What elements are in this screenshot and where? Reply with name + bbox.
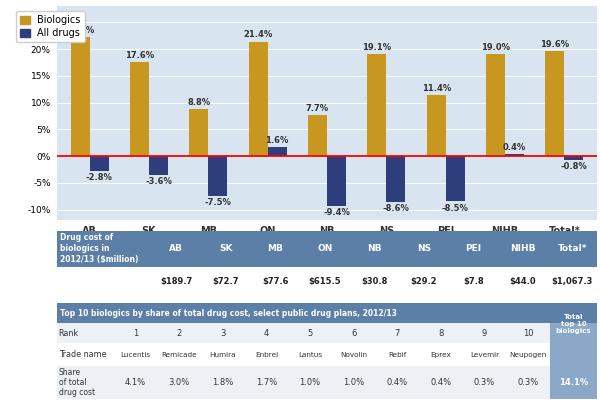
Text: Lantus: Lantus [298, 352, 322, 357]
Text: 8.8%: 8.8% [187, 98, 211, 107]
Text: 22.2%: 22.2% [65, 26, 95, 35]
Text: MB: MB [268, 244, 283, 253]
Bar [57, 230, 597, 266]
Text: 0.4%: 0.4% [503, 143, 526, 152]
Bar [190, 109, 208, 156]
Bar [308, 115, 327, 156]
Text: 14.1%: 14.1% [559, 378, 588, 387]
Text: 9: 9 [482, 329, 487, 338]
Text: $72.7: $72.7 [212, 277, 239, 286]
Text: -9.4%: -9.4% [323, 208, 350, 217]
Bar [57, 344, 597, 366]
Text: Novolin: Novolin [340, 352, 367, 357]
Text: NIHB: NIHB [510, 244, 536, 253]
Legend: Biologics, All drugs: Biologics, All drugs [16, 11, 85, 42]
Text: 19.1%: 19.1% [362, 43, 391, 52]
Bar [57, 266, 597, 293]
Bar [386, 156, 406, 202]
Bar [486, 54, 505, 156]
Text: -8.5%: -8.5% [442, 204, 469, 212]
Text: Neupogen: Neupogen [509, 352, 547, 357]
Bar [57, 303, 597, 323]
Text: Drug cost of
biologics in
2012/13 ($million): Drug cost of biologics in 2012/13 ($mill… [60, 233, 138, 264]
Text: 17.6%: 17.6% [125, 51, 154, 60]
Text: 0.3%: 0.3% [518, 378, 539, 387]
Bar [367, 54, 386, 156]
Bar [268, 147, 287, 156]
Text: $29.2: $29.2 [410, 277, 437, 286]
Text: 3: 3 [220, 329, 226, 338]
Text: 7: 7 [395, 329, 400, 338]
Text: $30.8: $30.8 [361, 277, 388, 286]
Text: 10: 10 [523, 329, 533, 338]
Bar [550, 323, 597, 399]
Text: 6: 6 [351, 329, 356, 338]
Text: 1.0%: 1.0% [299, 378, 320, 387]
Bar [130, 62, 149, 156]
Bar [565, 156, 583, 160]
Text: $77.6: $77.6 [262, 277, 289, 286]
Text: Lucentis: Lucentis [121, 352, 151, 357]
Text: 11.4%: 11.4% [422, 84, 451, 93]
Text: 0.4%: 0.4% [430, 378, 452, 387]
Bar [57, 366, 597, 399]
Text: 0.3%: 0.3% [474, 378, 495, 387]
Bar [248, 41, 268, 156]
Text: 7.7%: 7.7% [306, 104, 329, 113]
Text: ON: ON [317, 244, 332, 253]
Text: PEI: PEI [465, 244, 481, 253]
Text: 1.6%: 1.6% [265, 136, 289, 145]
Text: 0.4%: 0.4% [387, 378, 408, 387]
Text: 19.0%: 19.0% [481, 43, 510, 52]
Text: 5: 5 [307, 329, 313, 338]
Text: Levemir: Levemir [470, 352, 499, 357]
Text: -0.8%: -0.8% [560, 163, 587, 171]
Text: Share
of total
drug cost: Share of total drug cost [59, 367, 95, 397]
Text: $7.8: $7.8 [463, 277, 484, 286]
Bar [545, 51, 565, 156]
Text: $189.7: $189.7 [160, 277, 193, 286]
Text: Humira: Humira [209, 352, 236, 357]
Text: SK: SK [219, 244, 233, 253]
Text: -7.5%: -7.5% [205, 198, 231, 207]
Text: 21.4%: 21.4% [244, 31, 273, 39]
Text: Trade name: Trade name [59, 350, 106, 359]
Bar [149, 156, 168, 175]
Text: Rebif: Rebif [388, 352, 406, 357]
Bar [57, 323, 597, 344]
Text: 4: 4 [264, 329, 269, 338]
Bar [505, 154, 524, 156]
Text: -8.6%: -8.6% [382, 204, 409, 213]
Text: -3.6%: -3.6% [145, 177, 172, 186]
Text: Total
top 10
biologics: Total top 10 biologics [556, 314, 592, 334]
Text: $1,067.3: $1,067.3 [551, 277, 593, 286]
Text: $615.5: $615.5 [308, 277, 341, 286]
Text: 1.0%: 1.0% [343, 378, 364, 387]
Text: NS: NS [416, 244, 431, 253]
Text: AB: AB [169, 244, 183, 253]
Text: $44.0: $44.0 [509, 277, 536, 286]
Text: Eprex: Eprex [431, 352, 451, 357]
Bar [327, 156, 346, 206]
Text: NB: NB [367, 244, 382, 253]
Text: -2.8%: -2.8% [86, 173, 113, 182]
Text: Rank: Rank [59, 329, 79, 338]
Bar [446, 156, 464, 202]
Text: 8: 8 [438, 329, 443, 338]
Bar [89, 156, 109, 171]
Bar [71, 37, 89, 156]
Text: 1.7%: 1.7% [256, 378, 277, 387]
Bar [427, 95, 446, 156]
Text: Remicade: Remicade [161, 352, 197, 357]
Text: 1: 1 [133, 329, 138, 338]
Text: Total*: Total* [557, 244, 587, 253]
Text: 1.8%: 1.8% [212, 378, 233, 387]
Text: Enbrel: Enbrel [255, 352, 278, 357]
Text: Top 10 biologics by share of total drug cost, select public drug plans, 2012/13: Top 10 biologics by share of total drug … [60, 309, 397, 318]
Text: 2: 2 [176, 329, 182, 338]
Text: 3.0%: 3.0% [169, 378, 190, 387]
Bar [208, 156, 227, 196]
Text: 19.6%: 19.6% [541, 40, 569, 49]
Text: 4.1%: 4.1% [125, 378, 146, 387]
